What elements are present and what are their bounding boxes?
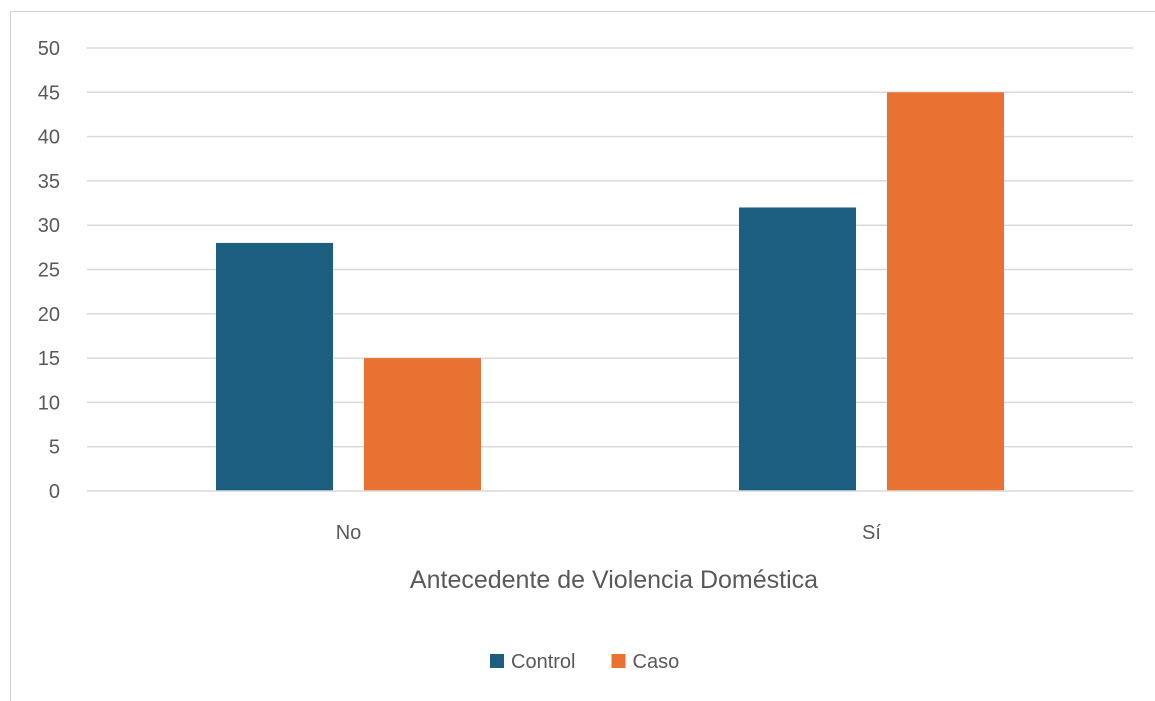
legend: Control Caso — [490, 651, 679, 673]
y-tick-label: 15 — [38, 348, 60, 370]
y-tick-label: 25 — [38, 260, 60, 282]
y-tick-label: 35 — [38, 171, 60, 193]
y-tick-label: 5 — [49, 437, 60, 459]
x-axis-category-labels: No Sí — [336, 522, 882, 544]
y-tick-label: 30 — [38, 215, 60, 237]
legend-swatch — [611, 654, 626, 668]
y-tick-label: 0 — [49, 481, 60, 503]
y-tick-label: 20 — [38, 304, 60, 326]
y-tick-label: 10 — [38, 392, 60, 414]
bar-control-0 — [216, 242, 333, 491]
x-axis-title: Antecedente de Violencia Doméstica — [410, 566, 818, 594]
y-tick-label: 50 — [38, 38, 60, 60]
chart-frame — [10, 11, 1155, 701]
x-category-label: Sí — [862, 522, 881, 544]
y-tick-label: 45 — [38, 82, 60, 104]
bar-caso-1 — [887, 92, 1004, 492]
bar-caso-0 — [364, 358, 481, 491]
legend-item-control: Control — [490, 651, 575, 673]
legend-label: Caso — [633, 651, 680, 673]
y-tick-label: 40 — [38, 127, 60, 149]
bar-control-1 — [739, 207, 856, 492]
legend-item-caso: Caso — [611, 651, 680, 673]
legend-swatch — [490, 654, 504, 668]
bars — [216, 92, 1004, 492]
legend-label: Control — [511, 651, 575, 673]
x-category-label: No — [336, 522, 362, 544]
y-axis-ticks: 0 5 10 15 20 25 30 35 40 45 50 — [38, 38, 60, 503]
